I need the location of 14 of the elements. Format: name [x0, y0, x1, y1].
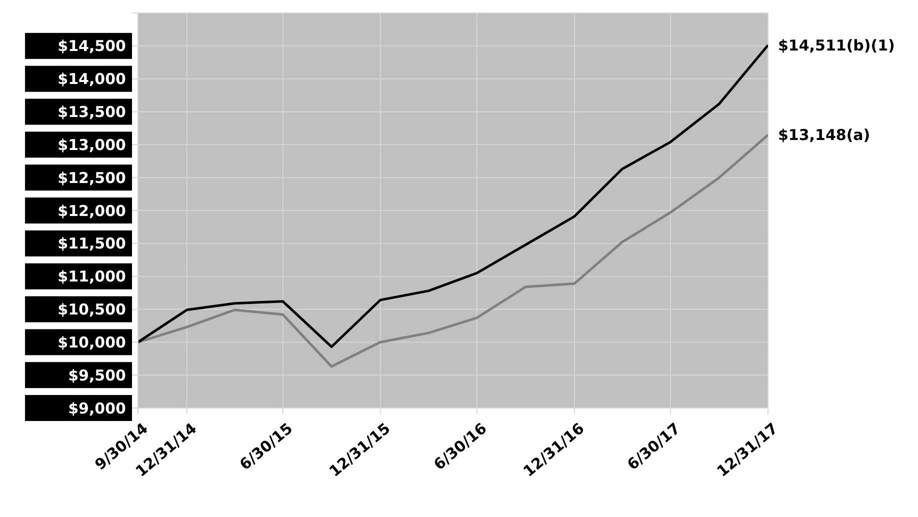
- y-tick-label: $9,000: [68, 399, 126, 418]
- y-tick-label: $10,000: [58, 333, 126, 352]
- y-tick-label: $13,000: [58, 136, 126, 154]
- y-tick-label: $14,000: [58, 70, 126, 88]
- annotation: $14,511(b)(1): [778, 36, 895, 54]
- y-tick-label: $11,000: [58, 268, 126, 286]
- annotation: $13,148(a): [778, 126, 870, 144]
- y-tick-label: $11,500: [58, 234, 126, 253]
- y-tick-label: $9,500: [68, 366, 126, 384]
- y-tick-label: $13,500: [58, 103, 126, 121]
- y-tick-label: $14,500: [58, 37, 126, 56]
- y-tick-label: $10,500: [58, 300, 126, 318]
- y-tick-label: $12,000: [58, 202, 126, 220]
- y-tick-label: $12,500: [58, 168, 126, 187]
